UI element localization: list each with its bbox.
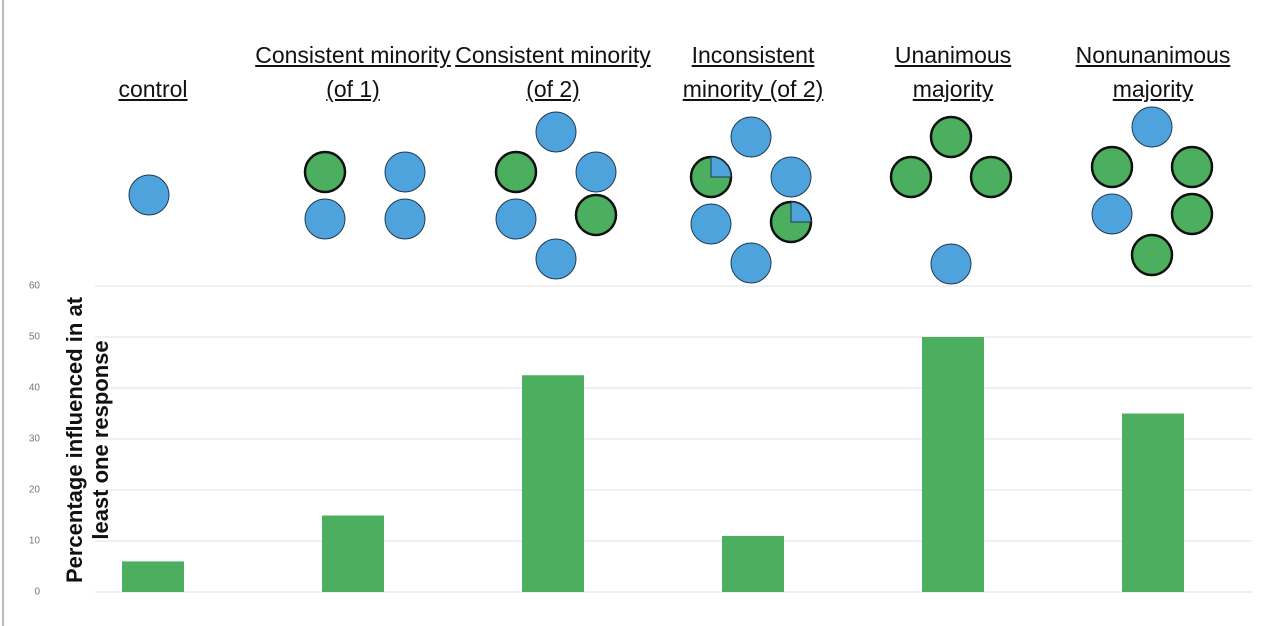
y-tick-label: 30 xyxy=(29,434,41,445)
bar xyxy=(1122,413,1184,592)
y-tick-label: 60 xyxy=(29,281,41,292)
bar xyxy=(122,561,184,592)
y-tick-label: 40 xyxy=(29,383,41,394)
category-label: Inconsistent minority (of 2) xyxy=(682,42,824,102)
bar xyxy=(722,535,784,592)
bar xyxy=(322,515,384,592)
category-label: Unanimous majority xyxy=(894,42,1012,102)
y-tick-label: 10 xyxy=(29,536,41,547)
bar xyxy=(522,375,584,592)
category-label: Nonunanimous majority xyxy=(1075,42,1231,102)
y-tick-label: 50 xyxy=(29,332,41,343)
y-tick-label: 0 xyxy=(34,587,40,598)
icons xyxy=(128,106,1214,285)
bar xyxy=(922,337,984,592)
category-label: Consistent minority (of 2) xyxy=(455,42,651,102)
y-axis-label: Percentage influenced in at least one re… xyxy=(62,296,113,584)
category-label: Consistent minority (of 1) xyxy=(255,42,451,102)
y-tick-label: 20 xyxy=(29,485,41,496)
category-label: control xyxy=(118,76,188,102)
